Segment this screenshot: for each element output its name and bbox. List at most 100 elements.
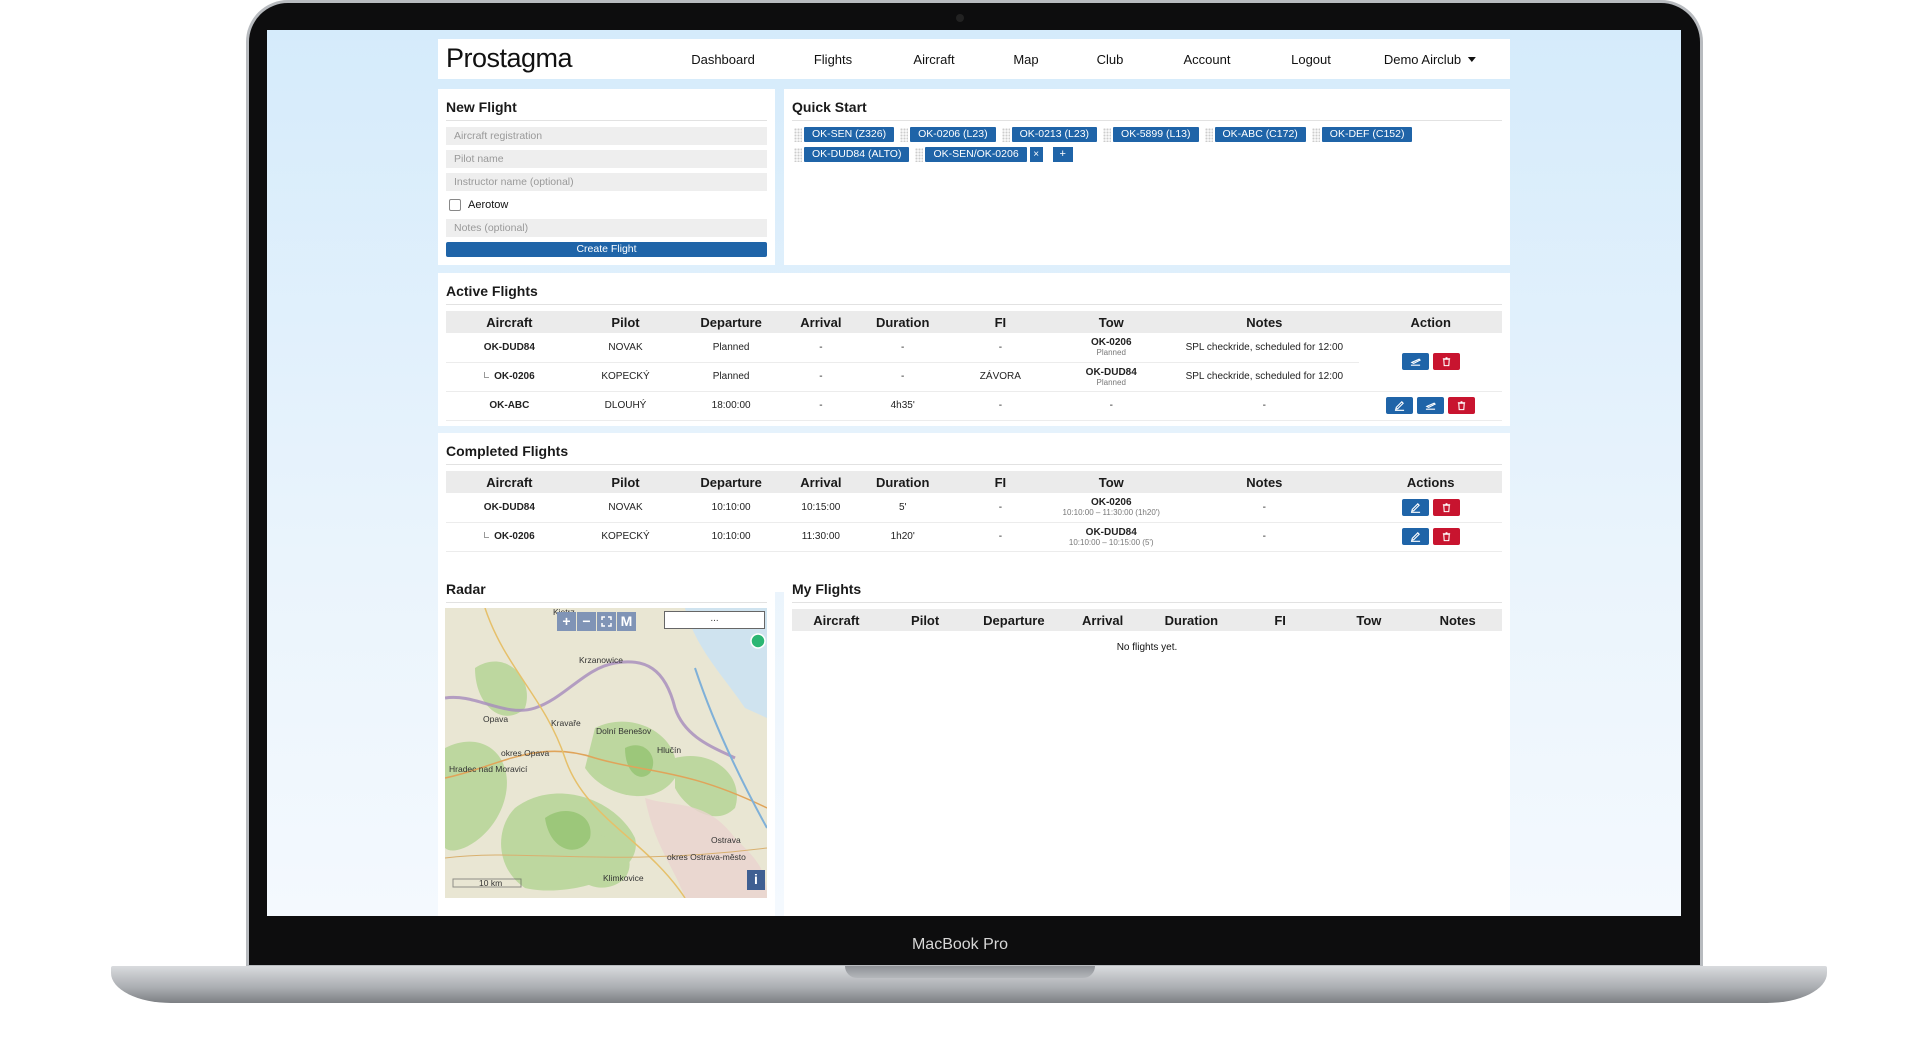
fullscreen-icon xyxy=(601,616,612,627)
drag-handle[interactable] xyxy=(1103,127,1112,142)
checkbox[interactable] xyxy=(449,199,461,211)
map-control[interactable]: + xyxy=(557,612,576,631)
cell: 10:10:00 xyxy=(678,522,784,552)
notes-input[interactable]: Notes (optional) xyxy=(446,219,767,237)
column-header: Pilot xyxy=(880,609,970,631)
drag-handle[interactable] xyxy=(1311,127,1320,142)
cell: 18:00:00 xyxy=(678,391,784,421)
column-header: Notes xyxy=(1169,311,1360,333)
map-search[interactable]: ... xyxy=(664,611,765,629)
map-scale: 10 km xyxy=(479,878,502,888)
chip[interactable]: OK-ABC (C172) xyxy=(1214,127,1306,142)
actions-cell xyxy=(1359,333,1502,392)
map-label: Krzanowice xyxy=(579,655,623,665)
chip[interactable]: OK-DEF (C152) xyxy=(1321,127,1413,142)
icon-shape xyxy=(1442,532,1450,542)
header-row: Aircraft Pilot Departure Arrival Duration FI T… xyxy=(446,471,1502,493)
column-header: Notes xyxy=(1169,471,1360,493)
drag-handle[interactable] xyxy=(1001,127,1010,142)
chip[interactable]: OK-SEN (Z326) xyxy=(804,127,895,142)
takeoff-button[interactable] xyxy=(1417,397,1445,414)
aircraft: OK-DUD84 xyxy=(483,501,535,513)
chip[interactable]: OK-DUD84 (ALTO) xyxy=(804,147,910,162)
panel-title: Active Flights xyxy=(446,281,1502,305)
drag-handle[interactable] xyxy=(900,127,909,142)
fullscreen-button[interactable] xyxy=(597,612,616,631)
column-header: Departure xyxy=(678,311,784,333)
drag-handle[interactable] xyxy=(794,127,802,142)
drag-handle[interactable] xyxy=(794,147,802,162)
create-flight-button[interactable]: Create Flight xyxy=(446,242,767,257)
nav-link[interactable]: Map xyxy=(1013,52,1039,67)
cell: - xyxy=(947,333,1054,363)
chips: OK-SEN (Z326) OK-0206 (L23) OK-0213 (L23) O… xyxy=(792,127,1502,162)
chip-wrap: OK-DUD84 (ALTO) xyxy=(794,147,910,162)
delete-button[interactable] xyxy=(1432,498,1460,516)
text-input[interactable]: Instructor name (optional) xyxy=(446,173,767,191)
cell: 5' xyxy=(857,493,948,523)
logo[interactable]: Prostagma xyxy=(446,43,573,73)
header-row: Aircraft Pilot Departure Arrival Duration FI T… xyxy=(792,609,1502,631)
nav-link[interactable]: Club xyxy=(1096,52,1124,67)
laptop-notch xyxy=(845,966,1095,978)
nav-link[interactable]: Flights xyxy=(813,52,853,67)
column-header: Arrival xyxy=(783,471,858,493)
chip[interactable]: OK-5899 (L13) xyxy=(1113,127,1199,142)
nav-link[interactable]: Dashboard xyxy=(691,52,755,67)
edit-button[interactable] xyxy=(1401,528,1429,545)
my-flights-table: Aircraft Pilot Departure Arrival Duration FI T… xyxy=(792,609,1502,631)
drag-handle[interactable] xyxy=(1204,127,1213,142)
cell: 10:10:00 xyxy=(678,493,784,523)
column-header: Departure xyxy=(969,609,1059,631)
column-header: Notes xyxy=(1413,609,1502,631)
actions-cell xyxy=(1359,522,1502,552)
remove-chip[interactable]: × xyxy=(1029,147,1043,162)
text-input[interactable]: Aircraft registration xyxy=(446,127,767,145)
edit-button[interactable] xyxy=(1401,498,1429,516)
aircraft: OK-DUD84 xyxy=(483,341,535,353)
column-header: Action xyxy=(1359,311,1502,333)
chip[interactable]: OK-0206 (L23) xyxy=(910,127,996,142)
column-header: Aircraft xyxy=(792,609,881,631)
delete-button[interactable] xyxy=(1448,397,1476,414)
tow-aircraft: OK-DUD84 xyxy=(1085,526,1137,538)
cell: - xyxy=(857,362,948,392)
map[interactable]: KietrzKrzanowiceOpavaKravařeDolní Benešo… xyxy=(445,608,767,898)
aircraft: OK-0206 xyxy=(494,371,535,382)
device-label: MacBook Pro xyxy=(911,936,1009,953)
icon-shape xyxy=(1425,402,1437,410)
map-label: Kravaře xyxy=(551,718,581,728)
add-chip[interactable]: + xyxy=(1052,147,1073,162)
aerotow-checkbox[interactable]: Aerotow xyxy=(446,196,767,214)
club-dropdown[interactable]: Demo Airclub xyxy=(1384,52,1477,67)
drag-handle[interactable] xyxy=(915,147,924,162)
map-label: Hlučín xyxy=(657,745,681,755)
edit-icon xyxy=(1395,401,1405,411)
cell: SPL checkride, scheduled for 12:00 xyxy=(1169,362,1360,392)
cell: - xyxy=(1053,391,1170,421)
tow-cell: OK-0206 10:10:00 – 11:30:00 (1h20') xyxy=(1053,493,1170,523)
icon-shape xyxy=(1442,503,1450,512)
tow-aircraft: OK-DUD84 xyxy=(1085,366,1137,378)
new-flight-panel: New Flight Aircraft registration Pilot na… xyxy=(438,89,775,265)
aircraft-cell: OK-DUD84 xyxy=(446,333,573,363)
text-input[interactable]: Pilot name xyxy=(446,150,767,168)
map-label: okres Opava xyxy=(501,748,549,758)
radar-panel: Radar KietrzKrzanowiceOpavaKravařeDolní … xyxy=(438,571,775,916)
nav-link[interactable]: Aircraft xyxy=(913,52,955,67)
delete-button[interactable] xyxy=(1432,353,1460,371)
map-control[interactable]: − xyxy=(577,612,596,631)
icon-shape xyxy=(1410,532,1420,542)
nav-link[interactable]: Logout xyxy=(1291,52,1331,67)
cell: KOPECKÝ xyxy=(572,522,679,552)
delete-button[interactable] xyxy=(1432,528,1460,545)
delete-icon xyxy=(1458,401,1466,411)
takeoff-button[interactable] xyxy=(1401,353,1429,371)
chip[interactable]: OK-SEN/OK-0206 xyxy=(925,147,1027,162)
chip[interactable]: OK-0213 (L23) xyxy=(1011,127,1098,142)
edit-button[interactable] xyxy=(1386,397,1414,414)
tow-detail: Planned xyxy=(1096,348,1126,358)
nav-link[interactable]: Account xyxy=(1183,52,1231,67)
map-info-button[interactable]: i xyxy=(747,870,765,890)
map-control[interactable]: M xyxy=(617,612,636,631)
